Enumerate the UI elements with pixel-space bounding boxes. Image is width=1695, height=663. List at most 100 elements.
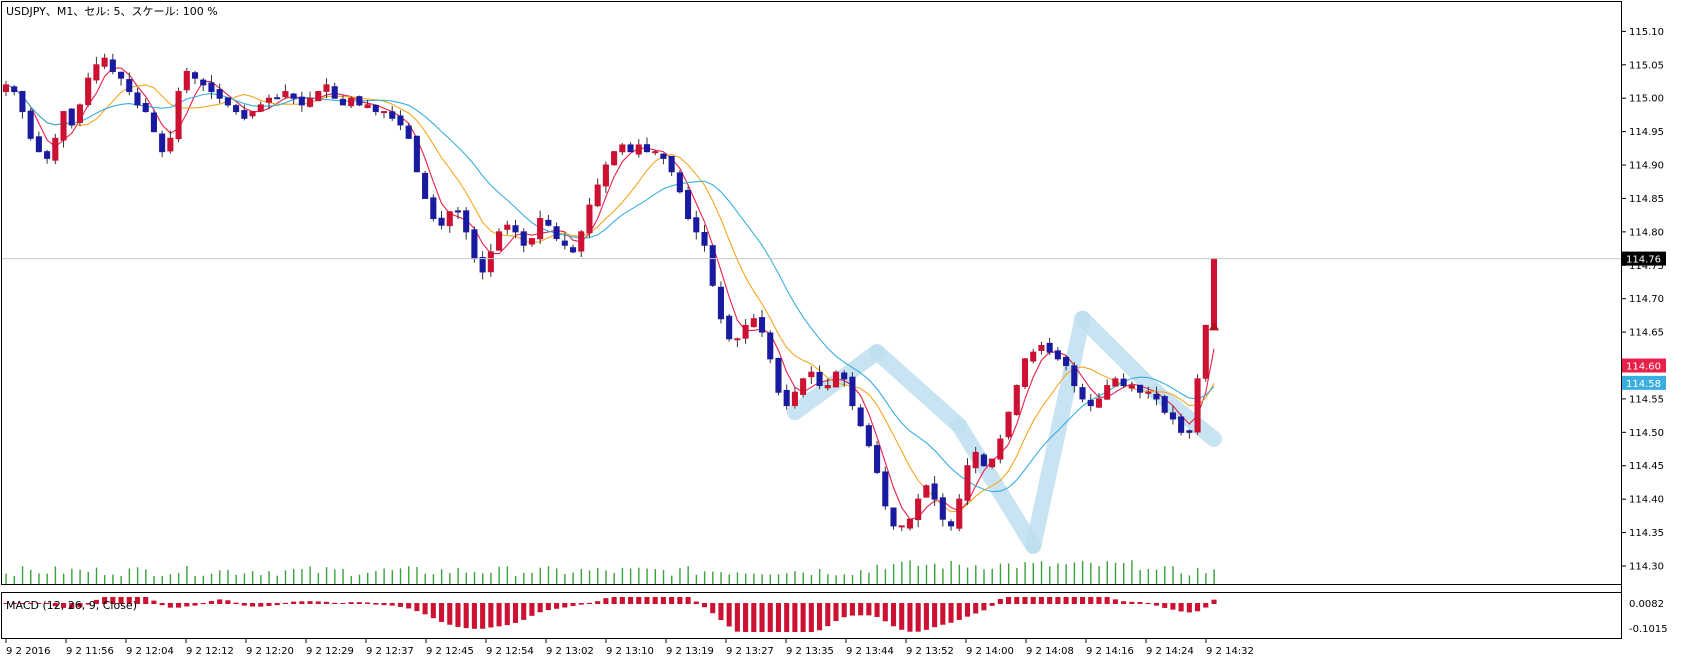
macd-bar [28, 603, 34, 604]
pattern-segment [869, 344, 968, 434]
macd-bar [282, 602, 288, 604]
macd-bar [299, 601, 305, 604]
volume-bar [408, 566, 410, 584]
volume-bar [498, 566, 500, 584]
candle-body [931, 483, 938, 500]
price-tags: 114.76 114.60 114.58 [1209, 251, 1666, 390]
candle-body [257, 104, 264, 112]
volume-bar [605, 570, 607, 584]
volume-bar [457, 568, 459, 584]
candle-body [956, 498, 963, 529]
macd-bar [36, 603, 42, 604]
volume-bar [1188, 575, 1191, 584]
macd-bar [406, 603, 412, 609]
volume-bar [531, 572, 533, 584]
red-ma-tag-bg [1622, 358, 1666, 373]
candle-body [545, 219, 552, 226]
volume-bar [1213, 569, 1215, 584]
candle-body [906, 518, 913, 529]
macd-bar [348, 602, 354, 604]
macd-bar [85, 603, 91, 605]
macd-histogram: 0.0082 -0.1015 [3, 597, 1668, 635]
candle-body [685, 190, 692, 219]
volume-bar [564, 573, 566, 584]
macd-bar [315, 601, 321, 604]
volume-bar [366, 572, 369, 584]
volume-bar [440, 569, 443, 584]
volume-bar [933, 563, 936, 584]
volume-bar [876, 564, 878, 584]
chart-title: USDJPY、M1、セル: 5、スケール: 100 % [6, 5, 218, 18]
macd-bar [849, 603, 855, 616]
volume-bar [95, 567, 98, 584]
macd-bar [907, 603, 913, 632]
volume-bar [671, 575, 673, 584]
macd-bar [488, 603, 494, 628]
candle-body [504, 224, 511, 230]
macd-bar [554, 603, 560, 609]
candle-body [1030, 351, 1037, 362]
buy-arrow-icon [1209, 321, 1219, 331]
macd-bar [989, 603, 995, 606]
candle-body [1079, 387, 1086, 400]
macd-bar [1153, 603, 1160, 606]
candle-body [315, 91, 322, 102]
candles [2, 53, 1218, 532]
candle-body [44, 151, 51, 159]
macd-bar [1145, 602, 1151, 604]
candle-body [438, 217, 445, 226]
macd-bar [241, 603, 247, 606]
volume-bar [597, 567, 599, 584]
candle-body [126, 79, 133, 93]
volume-bar [506, 566, 509, 584]
volume-bar [662, 570, 665, 584]
volume-bar [851, 575, 854, 584]
candle-body [249, 111, 256, 117]
macd-bar [1047, 597, 1053, 604]
volume-bar [761, 574, 763, 584]
volume-bar [868, 572, 870, 584]
candle-body [422, 172, 429, 199]
macd-bar [718, 603, 724, 620]
candle-body [1161, 396, 1168, 413]
volume-bar [827, 574, 829, 584]
volume-bar [703, 571, 706, 584]
candle-body [1038, 344, 1045, 351]
macd-bar [1121, 601, 1127, 604]
macd-bar [430, 603, 436, 619]
candle-body [348, 97, 355, 107]
volume-bar [1032, 562, 1035, 584]
candle-body [816, 371, 823, 387]
macd-bar [734, 603, 740, 632]
volume-bar [210, 573, 213, 584]
candle-body [323, 84, 330, 92]
candle-body [1046, 342, 1053, 353]
red-ma-tag: 114.60 [1626, 362, 1661, 373]
volume-bar [334, 569, 336, 584]
macd-bar [545, 603, 551, 611]
macd-bar [176, 603, 182, 608]
candle-body [865, 425, 872, 447]
macd-bar [200, 603, 206, 605]
macd-bar [677, 597, 683, 604]
macd-bar [866, 603, 872, 616]
candle-body [808, 371, 815, 378]
volume-bar [950, 560, 952, 584]
candle-body [1054, 350, 1061, 360]
candle-body [446, 211, 453, 227]
macd-bar [611, 597, 617, 604]
candle-body [1095, 398, 1102, 408]
candle-body [11, 86, 18, 93]
macd-bar [759, 603, 765, 632]
candle-body [1021, 358, 1029, 387]
macd-bar [126, 597, 132, 604]
volume-bar [884, 569, 887, 584]
macd-bar [1104, 597, 1110, 604]
candle-body [594, 184, 601, 207]
volume-bar [983, 569, 985, 584]
macd-bar [652, 597, 658, 604]
macd-bar [52, 603, 58, 607]
macd-bar [44, 603, 50, 604]
